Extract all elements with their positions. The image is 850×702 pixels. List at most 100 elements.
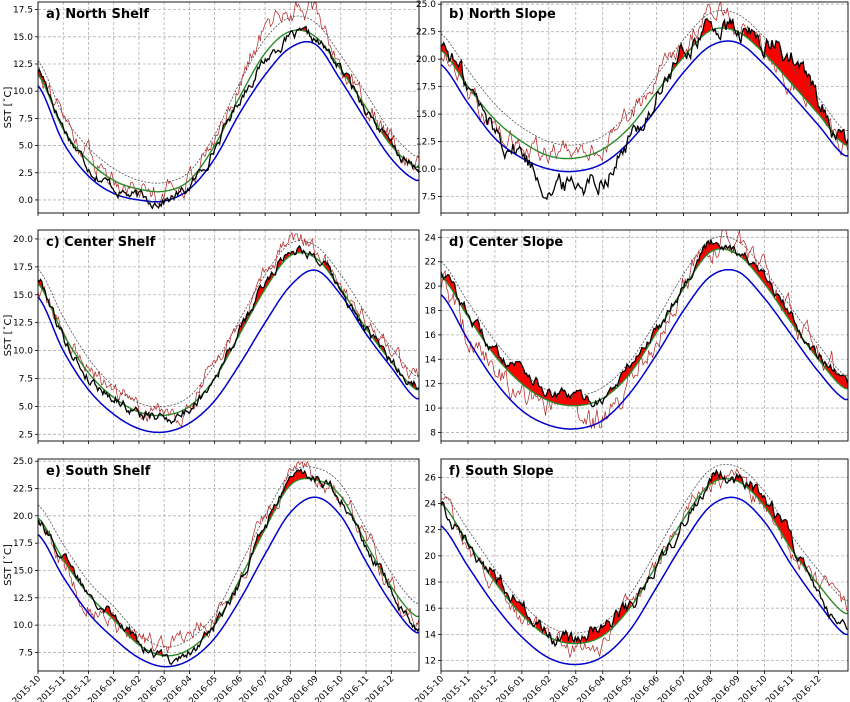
- climatology-line: [441, 27, 848, 160]
- y-tick-label: 7.5: [422, 193, 436, 203]
- y-tick-label: 2.5: [19, 430, 33, 440]
- y-tick-label: 0.0: [19, 196, 34, 206]
- cold-baseline-line: [441, 496, 848, 666]
- panel-title: c) Center Shelf: [46, 235, 156, 250]
- panel-north-shelf: 0.0 2.5 5.0 7.5 10.0 12.5 15.0 17.5 a) North She…: [2, 1, 420, 216]
- panel-south-shelf: 7.510.012.515.017.520.022.525.02015-1020…: [2, 457, 420, 702]
- cold-baseline-line: [441, 268, 848, 430]
- y-tick-label: 7.5: [19, 374, 33, 384]
- heatwave-fill: [441, 240, 848, 406]
- y-tick-label: 12: [425, 657, 436, 667]
- y-tick-label: 17.5: [13, 263, 33, 273]
- observed-line: [38, 25, 419, 210]
- heatwave-fill: [38, 26, 395, 150]
- y-tick-label: 17.5: [13, 539, 33, 549]
- observed-line: [441, 237, 848, 408]
- y-axis-label: SST [ˇC]: [2, 544, 14, 586]
- y-tick-label: 24: [425, 499, 437, 509]
- y-tick-label: 20.0: [13, 235, 33, 245]
- panel-title: a) North Shelf: [46, 7, 149, 22]
- series-group: [38, 2, 419, 210]
- y-tick-label: 10.0: [13, 347, 33, 357]
- climatology-line: [38, 477, 419, 657]
- observed-line: [38, 244, 419, 425]
- panel-south-slope: 12141618202224262015-102015-112015-12201…: [414, 458, 849, 702]
- threshold-line: [441, 10, 848, 146]
- panel-title: f) South Slope: [449, 464, 554, 479]
- y-tick-label: 26: [425, 473, 437, 483]
- y-tick-label: 10.0: [13, 87, 33, 97]
- y-tick-label: 12.5: [13, 319, 33, 329]
- observed-line: [38, 467, 419, 665]
- y-axis-label: SST [ˇC]: [2, 87, 14, 129]
- raw-line: [441, 230, 848, 429]
- raw-line: [38, 2, 419, 205]
- observed-line: [441, 17, 848, 201]
- y-tick-label: 7.5: [19, 114, 33, 124]
- series-group: [38, 460, 419, 668]
- y-tick-label: 5.0: [19, 142, 34, 152]
- climatology-line: [441, 248, 848, 407]
- cold-baseline-line: [38, 496, 419, 668]
- y-tick-label: 16: [425, 331, 437, 341]
- climatology-line: [38, 251, 419, 417]
- y-tick-label: 25.0: [13, 457, 33, 467]
- y-tick-label: 22: [425, 526, 436, 536]
- threshold-line: [38, 15, 419, 184]
- y-tick-label: 18: [425, 578, 437, 588]
- series-group: [441, 2, 848, 201]
- y-axis-label: SST [ˇC]: [2, 315, 14, 357]
- plot-frame: [440, 229, 849, 442]
- y-tick-label: 12: [425, 380, 436, 390]
- y-tick-label: 16: [425, 604, 437, 614]
- y-tick-label: 7.5: [19, 648, 33, 658]
- y-tick-label: 15.0: [416, 110, 436, 120]
- heatwave-fill: [38, 245, 416, 412]
- panel-title: b) North Slope: [449, 7, 556, 22]
- panel-north-slope: 7.5 10.0 12.5 15.0 17.5 20.0 22.5 25.0 b) North …: [416, 0, 849, 216]
- y-tick-label: 22: [425, 258, 436, 268]
- threshold-line: [38, 466, 419, 648]
- y-tick-label: 12.5: [416, 138, 436, 148]
- plot-frame: [37, 229, 420, 442]
- y-tick-label: 18: [425, 306, 437, 316]
- series-group: [38, 231, 419, 434]
- y-tick-label: 14: [425, 630, 437, 640]
- y-tick-label: 2.5: [19, 169, 33, 179]
- panel-title: d) Center Slope: [449, 235, 563, 250]
- y-tick-label: 10: [425, 404, 437, 414]
- plot-frame: [440, 1, 849, 214]
- y-tick-label: 22.5: [13, 485, 33, 495]
- heatwave-fill: [442, 470, 806, 644]
- climatology-line: [441, 477, 848, 645]
- y-tick-label: 25.0: [416, 0, 436, 10]
- y-tick-label: 8: [430, 428, 436, 438]
- y-tick-label: 17.5: [416, 83, 436, 93]
- cold-baseline-line: [38, 40, 419, 203]
- y-tick-label: 17.5: [13, 6, 33, 16]
- y-tick-label: 15.0: [13, 291, 33, 301]
- y-tick-label: 10.0: [416, 165, 436, 175]
- x-tick-label: 2016-12: [791, 674, 823, 702]
- y-tick-label: 15.0: [13, 33, 33, 43]
- raw-line: [38, 460, 419, 654]
- series-group: [441, 463, 848, 666]
- panel-title: e) South Shelf: [46, 464, 151, 479]
- y-tick-label: 14: [425, 355, 437, 365]
- y-tick-label: 24: [425, 233, 437, 243]
- y-tick-label: 20: [425, 282, 437, 292]
- y-tick-label: 20.0: [416, 55, 436, 65]
- observed-line: [441, 468, 848, 648]
- panel-center-slope: 8 10 12 14 16 18 20 22 24 d) Center Slope: [425, 229, 849, 444]
- raw-line: [441, 468, 848, 658]
- raw-line: [441, 2, 848, 164]
- x-tick-label: 2016-12: [364, 674, 396, 702]
- climatology-line: [38, 29, 419, 193]
- y-tick-label: 20: [425, 552, 437, 562]
- threshold-line: [38, 240, 419, 408]
- plot-frame: [440, 458, 849, 672]
- cold-baseline-line: [38, 269, 419, 434]
- plot-frame: [37, 1, 420, 214]
- y-tick-label: 22.5: [416, 28, 436, 38]
